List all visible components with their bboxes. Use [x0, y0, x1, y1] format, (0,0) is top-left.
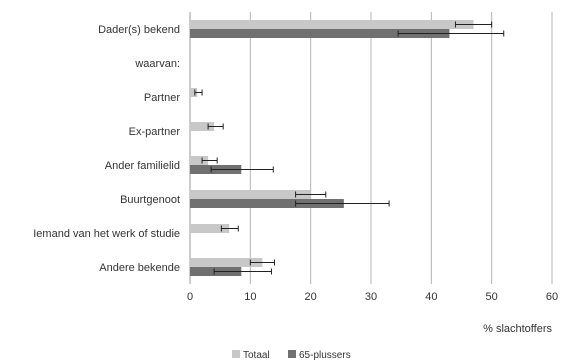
x-tick-label: 60 [546, 291, 558, 303]
x-tick-label: 40 [425, 291, 437, 303]
legend-swatch [232, 350, 240, 358]
bar-65-plussers [190, 29, 450, 38]
bar-totaal [190, 224, 230, 233]
x-axis-title: % slachtoffers [483, 323, 552, 335]
bar-totaal [190, 156, 209, 165]
bar-65-plussers [190, 199, 344, 208]
category-label: Partner [144, 92, 180, 104]
category-label: Iemand van het werk of studie [33, 228, 180, 240]
category-label: Andere bekende [99, 262, 180, 274]
category-labels: Dader(s) bekend waarvan: Partner Ex-partner… [33, 24, 180, 274]
category-label: Dader(s) bekend [98, 24, 180, 36]
legend-swatch [288, 350, 296, 358]
x-tick-labels: 0 10 20 30 40 50 60 [187, 291, 558, 303]
category-label: Ander familielid [105, 160, 180, 172]
bar-totaal [190, 122, 215, 131]
x-tick-label: 10 [244, 291, 256, 303]
bar-totaal [190, 20, 474, 29]
bar-totaal [190, 190, 311, 199]
bar-totaal [190, 88, 198, 97]
x-tick-label: 50 [486, 291, 498, 303]
x-tick-label: 20 [305, 291, 317, 303]
x-tick-label: 30 [365, 291, 377, 303]
gridlines [189, 12, 553, 284]
bars [190, 20, 505, 276]
category-label: Buurtgenoot [120, 194, 180, 206]
legend-label: Totaal [243, 350, 270, 361]
legend-label: 65-plussers [299, 350, 351, 361]
category-label: Ex-partner [129, 126, 181, 138]
legend: Totaal 65-plussers [232, 350, 351, 361]
x-tick-label: 0 [187, 291, 193, 303]
category-label: waarvan: [134, 58, 180, 70]
bar-totaal [190, 258, 263, 267]
